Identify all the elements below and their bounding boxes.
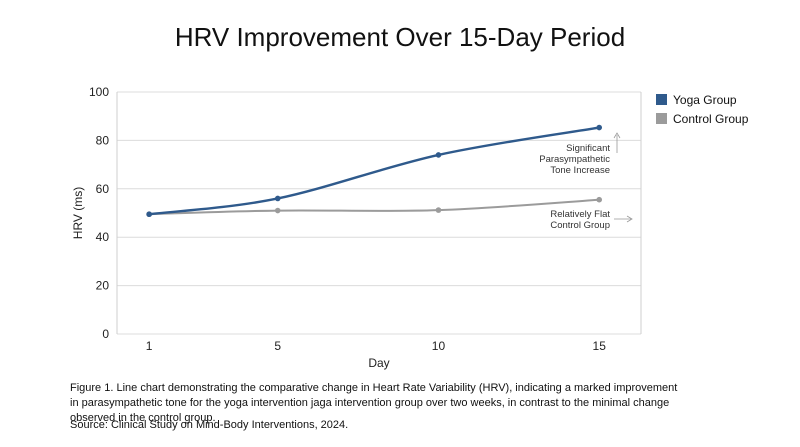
- y-tick-label-20: 20: [96, 279, 110, 293]
- legend-label-control: Control Group: [673, 111, 749, 126]
- arrow-right-icon: [626, 215, 633, 223]
- data-point-control-group-day-10: [435, 207, 442, 213]
- annotation-yoga-line-3: Tone Increase: [550, 165, 610, 176]
- y-tick-label-40: 40: [96, 230, 110, 244]
- x-tick-label-15: 15: [593, 339, 607, 353]
- grid: [116, 91, 642, 335]
- annotation-yoga-line-2: Parasympathetic: [539, 154, 610, 165]
- x-tick-label-1: 1: [146, 339, 153, 353]
- legend-swatch-control: [656, 113, 667, 124]
- data-point-yoga-group-day-15: [596, 124, 603, 131]
- x-tick-label-5: 5: [274, 339, 281, 353]
- legend-label-yoga: Yoga Group: [673, 92, 737, 107]
- arrow-up-icon: [613, 132, 621, 139]
- data-point-yoga-group-day-1: [146, 211, 152, 218]
- figure-caption: Figure 1. Line chart demonstrating the c…: [70, 382, 678, 424]
- annotation-control-line-1: Relatively Flat: [550, 209, 610, 220]
- y-tick-label-60: 60: [96, 182, 110, 196]
- data-point-control-group-day-15: [596, 196, 603, 203]
- data-point-yoga-group-day-5: [274, 195, 281, 202]
- annotation-control-line-2: Control Group: [550, 220, 610, 231]
- x-tick-label-10: 10: [432, 339, 446, 353]
- x-axis-label: Day: [368, 356, 389, 370]
- y-tick-label-0: 0: [102, 327, 109, 341]
- legend-swatch-yoga: [656, 94, 667, 105]
- legend: Yoga Group Control Group: [656, 90, 748, 128]
- series: [146, 124, 603, 218]
- data-point-yoga-group-day-10: [435, 152, 442, 158]
- y-tick-label-100: 100: [89, 85, 109, 99]
- y-tick-label-80: 80: [96, 133, 110, 147]
- annotation-yoga-line-1: Significant: [566, 143, 610, 154]
- y-axis-label: HRV (ms): [71, 187, 85, 239]
- legend-item-control: Control Group: [656, 109, 748, 128]
- data-point-control-group-day-5: [274, 207, 281, 214]
- series-line-control-group: [149, 198, 600, 216]
- legend-item-yoga: Yoga Group: [656, 90, 748, 109]
- source-note: Source: Clinical Study on Mind-Body Inte…: [70, 419, 349, 431]
- series-line-yoga-group: [149, 126, 600, 216]
- chart-title: HRV Improvement Over 15-Day Period: [174, 22, 626, 52]
